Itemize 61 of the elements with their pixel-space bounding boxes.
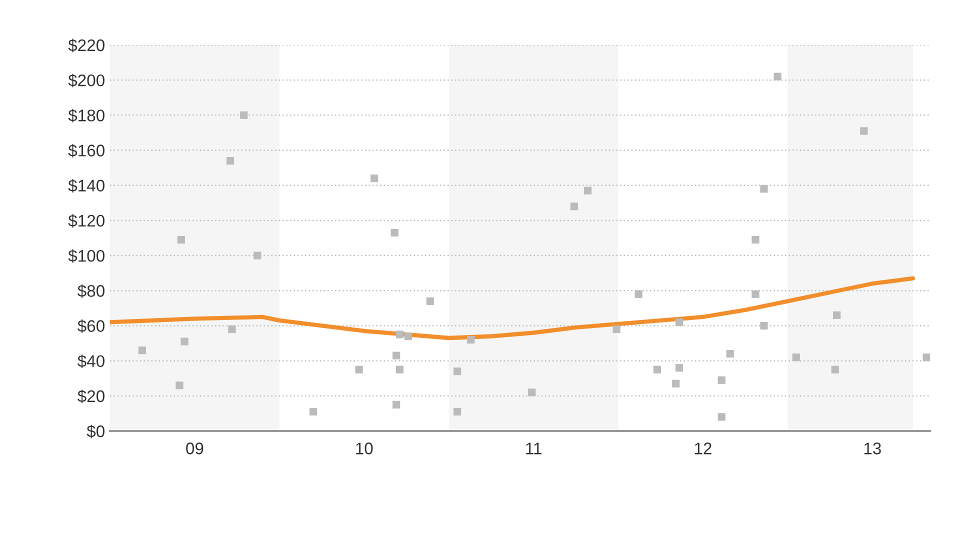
point: [752, 236, 760, 244]
point: [672, 380, 680, 388]
point: [718, 376, 726, 384]
point: [612, 325, 620, 334]
y-tick-label: $200: [68, 74, 104, 88]
point: [774, 72, 782, 80]
x-tick-label: 09: [186, 442, 204, 454]
point: [176, 382, 184, 390]
y-tick-label: $120: [68, 214, 104, 228]
point: [310, 408, 318, 416]
point: [584, 186, 592, 194]
y-tick-label: $0: [86, 424, 104, 438]
y-tick-label: $140: [68, 179, 104, 193]
point: [226, 156, 234, 165]
point: [860, 127, 868, 135]
point: [392, 400, 400, 408]
point: [570, 202, 578, 210]
point: [760, 185, 768, 193]
point: [454, 368, 462, 376]
y-tick-label: $220: [68, 38, 104, 52]
point: [718, 413, 726, 421]
point: [454, 408, 462, 416]
point: [528, 388, 536, 396]
point: [396, 330, 404, 338]
point: [355, 366, 363, 374]
point: [467, 336, 475, 344]
x-tick-label: 13: [864, 442, 881, 454]
point: [634, 290, 642, 298]
point: [792, 354, 800, 362]
y-tick-label: $160: [68, 144, 104, 158]
y-tick-label: $20: [78, 390, 104, 404]
line-series: [110, 276, 916, 340]
x-tick-label: 10: [356, 442, 373, 454]
y-tick-label: $100: [68, 249, 104, 263]
y-tick-label: $40: [78, 354, 104, 368]
point: [180, 338, 188, 346]
point: [426, 297, 434, 305]
point: [831, 366, 839, 374]
point: [653, 366, 662, 374]
point: [254, 252, 262, 260]
point: [752, 290, 760, 298]
x-tick-label: 12: [694, 442, 712, 454]
point: [177, 236, 185, 244]
point: [392, 352, 400, 360]
point: [922, 354, 930, 362]
point: [726, 350, 734, 358]
y-tick-label: $80: [78, 284, 104, 298]
point: [760, 322, 768, 330]
point: [228, 325, 236, 334]
point: [675, 318, 684, 326]
y-tick-label: $60: [78, 319, 104, 333]
point: [404, 332, 412, 340]
point: [138, 346, 146, 354]
point: [240, 111, 248, 119]
point: [390, 228, 398, 237]
point: [396, 366, 404, 374]
y-tick-label: $180: [68, 108, 104, 122]
point: [675, 364, 684, 372]
x-tick-label: 11: [526, 442, 542, 454]
point: [370, 174, 378, 182]
point: [833, 311, 841, 320]
